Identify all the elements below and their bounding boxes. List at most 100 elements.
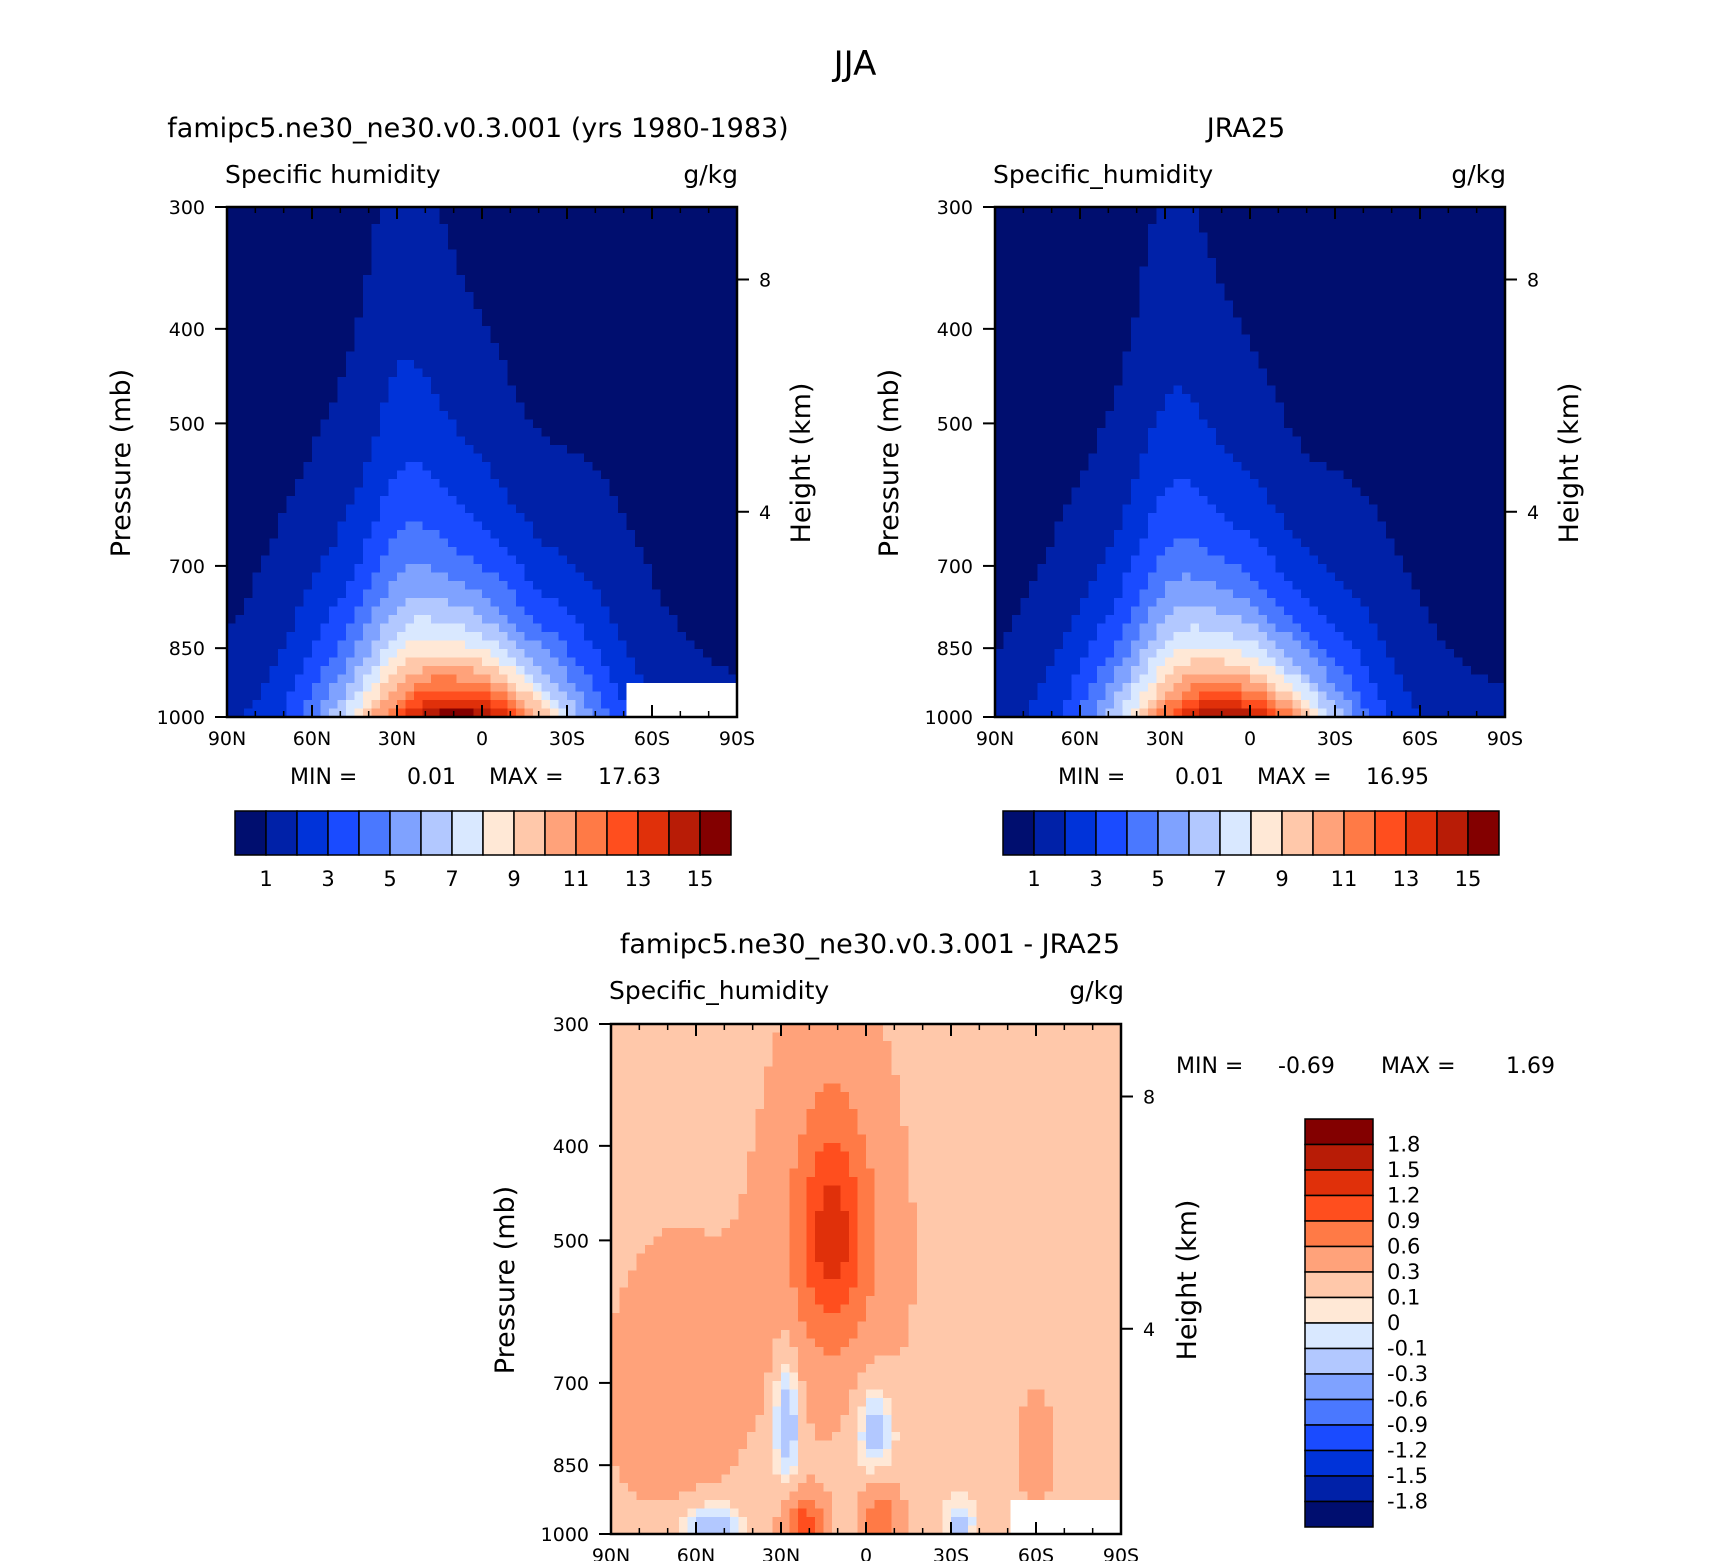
field-cell [261,283,271,293]
field-cell [439,436,449,446]
field-cell [1386,249,1396,259]
field-cell [1496,224,1506,234]
field-cell [1386,232,1396,242]
field-cell [703,326,713,336]
field-cell [1046,351,1056,361]
field-cell [456,317,466,327]
field-cell [516,640,526,650]
field-cell [1037,377,1047,387]
field-cell [235,504,245,514]
field-cell [405,300,415,310]
field-cell [601,700,611,710]
field-cell [278,547,288,557]
field-cell [499,640,509,650]
field-cell [1182,317,1192,327]
field-cell [439,207,449,217]
field-cell [660,377,670,387]
field-cell [397,674,407,684]
field-cell [1258,317,1268,327]
field-cell [635,666,645,676]
field-cell [278,241,288,251]
field-cell [592,343,602,353]
field-cell [652,334,662,344]
field-cell [295,572,305,582]
field-cell [592,470,602,480]
field-cell [261,496,271,506]
field-cell [677,700,687,710]
field-cell [269,300,279,310]
field-cell [575,547,585,557]
field-cell [1267,215,1277,225]
field-cell [371,215,381,225]
field-cell [422,462,432,472]
field-cell [227,555,237,565]
field-cell [1258,377,1268,387]
field-cell [1131,258,1141,268]
field-cell [1258,275,1268,285]
field-cell [320,453,330,463]
field-cell [550,360,560,370]
field-cell [550,411,560,421]
field-cell [609,649,619,659]
field-cell [995,215,1005,225]
field-cell [1275,343,1285,353]
field-cell [286,700,296,710]
field-cell [1003,249,1013,259]
field-cell [252,394,262,404]
field-cell [1420,283,1430,293]
field-cell [618,538,628,548]
field-cell [1403,377,1413,387]
field-cell [286,683,296,693]
field-cell [728,411,738,421]
field-cell [490,377,500,387]
field-cell [524,683,534,693]
field-cell [363,241,373,251]
field-cell [1258,360,1268,370]
field-cell [482,453,492,463]
field-cell [329,538,339,548]
field-cell [558,564,568,574]
field-cell [312,606,322,616]
field-cell [703,249,713,259]
field-cell [626,547,636,557]
field-cell [405,309,415,319]
field-cell [1394,207,1404,217]
field-cell [320,657,330,667]
field-cell [473,343,483,353]
field-cell [388,487,398,497]
field-cell [456,385,466,395]
field-cell [354,606,364,616]
field-cell [677,360,687,370]
field-cell [269,589,279,599]
field-cell [482,411,492,421]
field-cell [1224,275,1234,285]
field-cell [643,275,653,285]
field-cell [1029,224,1039,234]
field-cell [533,547,543,557]
field-cell [1131,368,1141,378]
field-cell [482,547,492,557]
field-cell [533,564,543,574]
field-cell [422,360,432,370]
field-cell [448,547,458,557]
field-cell [592,385,602,395]
field-cell [1114,275,1124,285]
field-cell [643,623,653,633]
field-cell [626,487,636,497]
field-cell [261,589,271,599]
field-cell [1131,343,1141,353]
field-cell [388,547,398,557]
field-cell [337,700,347,710]
field-cell [1267,232,1277,242]
field-cell [1292,283,1302,293]
field-cell [380,496,390,506]
field-cell [1386,368,1396,378]
field-cell [261,674,271,684]
field-cell [1258,224,1268,234]
field-cell [711,207,721,217]
field-cell [354,275,364,285]
field-cell [286,215,296,225]
field-cell [720,521,730,531]
field-cell [1275,351,1285,361]
field-cell [422,615,432,625]
